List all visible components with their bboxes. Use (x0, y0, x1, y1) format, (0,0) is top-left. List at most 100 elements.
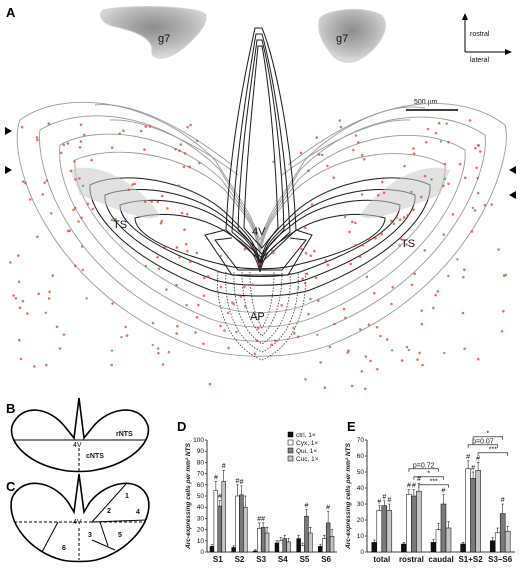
panel-c: C 4V 1 2 3 4 5 6 (6, 473, 150, 563)
arc-cell-dot (195, 139, 199, 143)
bar (221, 481, 226, 553)
arc-cell-dot (77, 220, 80, 223)
bar (278, 540, 284, 553)
bar (499, 513, 506, 553)
arc-cell-dot (390, 219, 393, 222)
y-tick-label: 50 (357, 469, 365, 476)
arc-cell-dot-green (439, 140, 443, 143)
bar (475, 470, 481, 553)
bar (489, 540, 496, 553)
arc-cell-dot (292, 326, 295, 330)
arc-cell-dot (80, 216, 83, 220)
bar (406, 494, 412, 553)
arc-cell-dot (37, 292, 40, 296)
arc-cell-dot (161, 194, 164, 198)
panel-a: A g7 g7 rostral lateral 500 µm (5, 5, 516, 391)
legend-label: Qui, 1× (296, 448, 317, 455)
arc-cell-dot (377, 194, 380, 197)
area-postrema-outline (217, 271, 306, 361)
arc-cell-dot (367, 323, 371, 327)
arc-cell-dot-green (430, 178, 433, 181)
arc-cell-dot (426, 127, 430, 131)
arc-cell-dot (442, 233, 446, 236)
arc-cell-dot-green (343, 215, 347, 219)
ts-band-right (360, 167, 450, 219)
section-marker-right-2 (509, 191, 516, 199)
arc-cell-dot-green (219, 254, 222, 258)
arc-cell-dot-green (144, 264, 148, 268)
arc-cell-dot (385, 338, 389, 341)
arc-cell-dot (195, 251, 199, 255)
arc-cell-dot (497, 248, 500, 251)
arc-cell-dot (202, 276, 206, 280)
arc-cell-dot (412, 152, 416, 156)
y-tick-label: 30 (357, 501, 365, 508)
arc-cell-dot-green (80, 245, 84, 248)
bar (435, 529, 442, 553)
bar (274, 542, 280, 553)
arc-cell-dot (111, 302, 114, 305)
arc-cell-dot (324, 259, 328, 263)
arc-cell-dot-green (297, 286, 300, 289)
category-label: S1 (213, 555, 223, 564)
arc-cell-dot (461, 311, 465, 315)
arc-cell-dot (143, 200, 147, 203)
arc-cell-dot (19, 357, 23, 361)
arc-cell-dot (14, 297, 18, 300)
arc-cell-dot (390, 302, 393, 306)
arc-cell-dot (255, 339, 259, 342)
arc-cell-dot (462, 275, 465, 279)
arc-cell-dot (379, 334, 382, 338)
arc-cell-dot (256, 326, 260, 330)
arc-cell-dot (380, 232, 384, 236)
bar (217, 505, 222, 553)
arc-cell-dot (66, 142, 70, 145)
arc-cell-dot-green (390, 349, 394, 352)
arc-cell-dot (402, 216, 406, 219)
bar (416, 490, 422, 553)
arc-cell-dot (110, 363, 113, 367)
arc-cell-dot (351, 220, 354, 224)
panel-c-4v-label: 4V (73, 519, 82, 526)
significance-mark: # (261, 516, 265, 523)
arc-cell-dot (405, 345, 409, 349)
panel-b: B 4V rNTS cNTS (6, 397, 150, 473)
bar (386, 510, 393, 553)
g7-left-shape (100, 6, 207, 59)
arc-cell-dot (463, 268, 466, 272)
arc-cell-dot (361, 244, 365, 247)
bar (264, 532, 270, 553)
arc-cell-dot-green (456, 258, 459, 261)
arc-cell-dot (43, 181, 46, 185)
ts-left-label: TS (113, 219, 127, 231)
arc-cell-dot (398, 218, 402, 221)
bar (300, 545, 305, 553)
arc-cell-dot (477, 144, 480, 147)
arc-cell-dot (197, 303, 200, 307)
category-label: total (373, 555, 390, 564)
arc-cell-dot (326, 263, 330, 267)
arc-cell-dot (477, 357, 480, 361)
panel-c-label: C (6, 479, 16, 494)
arc-cell-dot (303, 281, 307, 285)
arc-cell-dot (166, 207, 169, 210)
legend-label: Cuc, 1× (296, 456, 319, 463)
arc-cell-dot (420, 195, 423, 199)
panel-b-outline (10, 397, 150, 473)
bar (243, 506, 248, 553)
arc-cell-dot (110, 146, 114, 149)
arc-cell-dot (178, 149, 181, 152)
significance-mark: # (305, 502, 309, 509)
arc-cell-dot (437, 121, 441, 125)
arc-cell-dot (177, 184, 181, 187)
arc-cell-dot (360, 370, 364, 373)
panel-b-4v-label: 4V (73, 442, 82, 449)
significance-mark: # (476, 455, 480, 462)
category-label: S4 (278, 555, 288, 564)
arc-cell-dot (363, 387, 367, 391)
orientation-arrows: rostral lateral (462, 13, 512, 64)
y-tick-label: 20 (197, 527, 205, 534)
region-4-label: 4 (136, 509, 140, 516)
g7-right-shape (318, 8, 386, 63)
region-6-label: 6 (62, 545, 66, 552)
